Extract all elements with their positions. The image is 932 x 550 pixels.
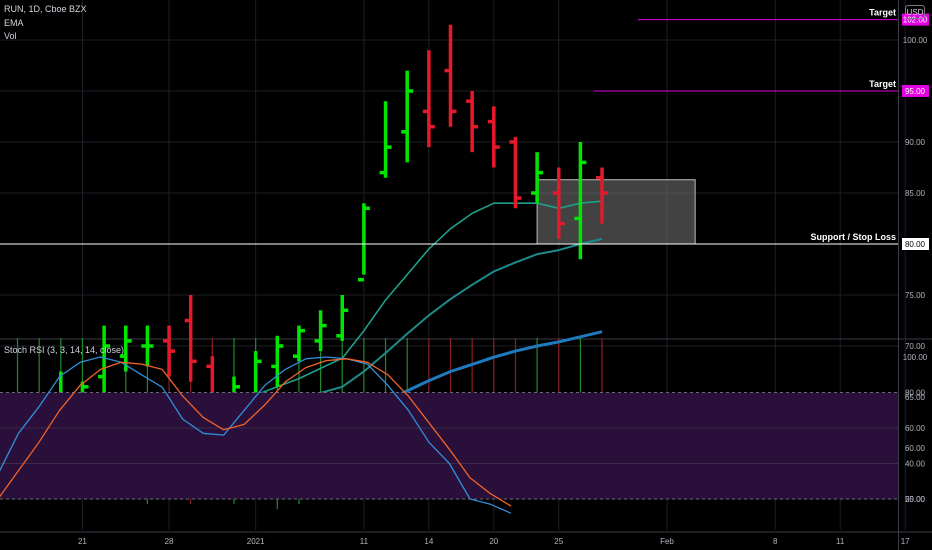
price-tick-label: 65.00 xyxy=(905,393,926,402)
price-tick-label: 85.00 xyxy=(905,189,926,198)
time-tick-label: 11 xyxy=(360,537,369,546)
price-tick-label: 75.00 xyxy=(905,291,926,300)
stoch-rsi-label[interactable]: Stoch RSI (3, 3, 14, 14, close) xyxy=(4,345,125,355)
level-label: Target xyxy=(869,8,896,18)
rsi-tick-label: 80.00 xyxy=(905,389,926,398)
ema-indicator-label[interactable]: EMA xyxy=(4,18,24,28)
time-tick-label: 25 xyxy=(554,537,563,546)
time-tick-label: 11 xyxy=(836,537,845,546)
rsi-tick-label: 40.00 xyxy=(905,460,926,469)
level-axis-value: 95.00 xyxy=(905,87,926,96)
level-axis-value: 102.00 xyxy=(903,16,928,25)
time-tick-label: 2021 xyxy=(247,537,265,546)
price-tick-label: 70.00 xyxy=(905,342,926,351)
time-tick-label: 28 xyxy=(165,537,174,546)
symbol-label[interactable]: RUN, 1D, Cboe BZX xyxy=(4,4,87,14)
level-label: Support / Stop Loss xyxy=(811,232,897,242)
price-tick-label: 55.00 xyxy=(905,495,926,504)
time-tick-label: 21 xyxy=(78,537,87,546)
rsi-tick-label: 60.00 xyxy=(905,424,926,433)
price-tick-label: 60.00 xyxy=(905,444,926,453)
time-tick-label: 20 xyxy=(489,537,498,546)
time-tick-label: 8 xyxy=(773,537,778,546)
time-tick-label: 14 xyxy=(424,537,433,546)
stoch-rsi-d-line xyxy=(0,358,512,507)
stoch-rsi-k-line xyxy=(0,356,512,514)
level-axis-badge xyxy=(902,85,929,97)
time-tick-label: 17 xyxy=(901,537,910,546)
supply-zone-box xyxy=(536,179,696,245)
price-tick-label: 90.00 xyxy=(905,138,926,147)
level-label: Target xyxy=(869,79,896,89)
currency-badge[interactable]: USD xyxy=(905,5,925,19)
stoch-rsi-band xyxy=(0,392,898,499)
rsi-tick-label: 20.00 xyxy=(905,495,926,504)
level-axis-badge xyxy=(902,238,929,250)
rsi-tick-label: 100.00 xyxy=(903,353,928,362)
level-axis-value: 80.00 xyxy=(905,240,926,249)
volume-indicator-label[interactable]: Vol xyxy=(4,31,17,41)
price-tick-label: 100.00 xyxy=(903,36,928,45)
time-tick-label: Feb xyxy=(660,537,674,546)
